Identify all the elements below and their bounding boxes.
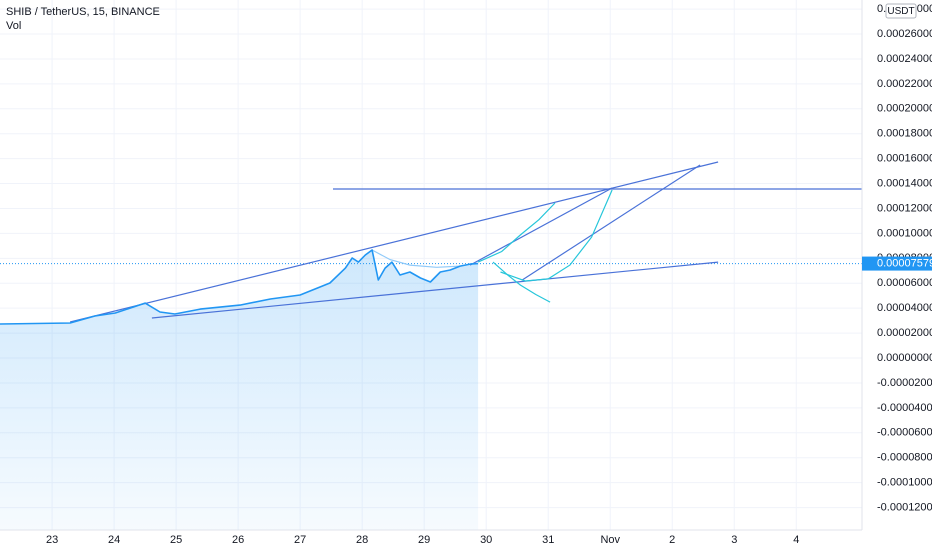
x-tick-label: 28 (356, 534, 368, 546)
last-price-label: 0.00007579 (877, 257, 932, 269)
x-tick-label: 31 (542, 534, 554, 546)
x-tick-label: 25 (170, 534, 182, 546)
last-price-box (862, 256, 932, 271)
price-area (0, 250, 479, 530)
plot (0, 161, 862, 530)
y-tick-label: 0.00006000 (877, 277, 932, 289)
x-tick-label: 4 (793, 534, 799, 546)
y-tick-label: 0.00026000 (877, 28, 932, 40)
axes: 0.000280000.000260000.000240000.00022000… (46, 3, 932, 546)
y-tick-label: 0.00010000 (877, 227, 932, 239)
y-tick-label: 0.00024000 (877, 53, 932, 65)
x-tick-label: 26 (232, 534, 244, 546)
currency-label[interactable]: USDT (887, 6, 914, 17)
chart-title: SHIB / TetherUS, 15, BINANCE (6, 6, 160, 18)
y-tick-label: 0.00000000 (877, 352, 932, 364)
trend-drawing (469, 187, 613, 266)
trend-drawing (371, 249, 461, 268)
trend-drawing (521, 164, 701, 281)
x-tick-label: 24 (108, 534, 120, 546)
y-tick-label: 0.00016000 (877, 153, 932, 165)
y-tick-label: 0.00018000 (877, 128, 932, 140)
x-tick-label: 2 (669, 534, 675, 546)
x-tick-label: 30 (480, 534, 492, 546)
price-line (0, 249, 479, 325)
y-tick-label: -0.00004000 (877, 402, 932, 414)
y-tick-label: 0.00012000 (877, 202, 932, 214)
y-tick-label: -0.00012000 (877, 501, 932, 513)
trend-drawing (477, 202, 556, 263)
y-tick-label: 0.00022000 (877, 78, 932, 90)
y-tick-label: -0.00002000 (877, 377, 932, 389)
currency-box[interactable] (885, 3, 917, 19)
x-tick-label: 29 (418, 534, 430, 546)
x-tick-label: Nov (600, 534, 620, 546)
y-tick-label: -0.00010000 (877, 477, 932, 489)
x-tick-label: 23 (46, 534, 58, 546)
y-tick-label: 0.00014000 (877, 177, 932, 189)
trend-drawing (500, 189, 613, 282)
x-tick-label: 3 (731, 534, 737, 546)
y-tick-label: -0.00008000 (877, 452, 932, 464)
y-tick-label: -0.00006000 (877, 427, 932, 439)
trend-drawing (151, 261, 719, 319)
y-tick-label: 0.00002000 (877, 327, 932, 339)
y-tick-label: 0.00004000 (877, 302, 932, 314)
x-tick-label: 27 (294, 534, 306, 546)
trend-drawing (492, 261, 551, 303)
y-tick-label: 0.00020000 (877, 103, 932, 115)
volume-label: Vol (6, 20, 21, 32)
